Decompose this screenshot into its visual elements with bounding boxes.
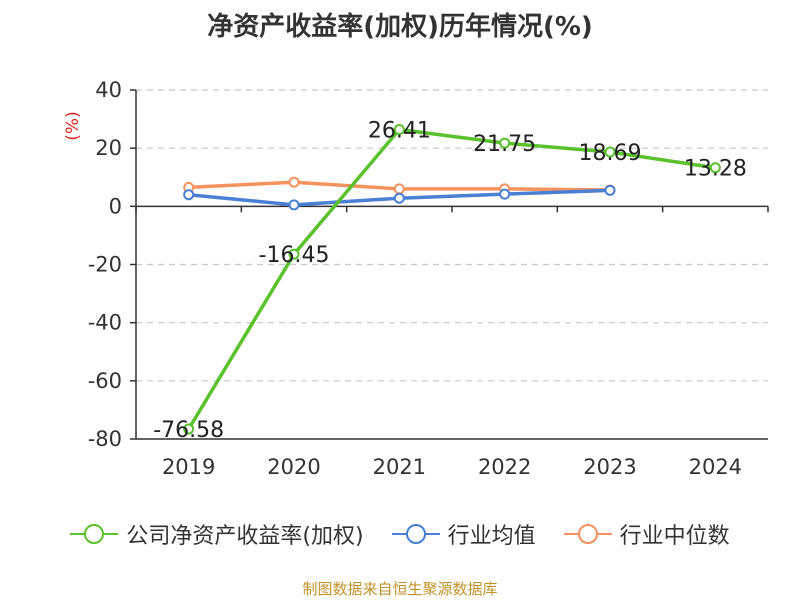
chart-legend: 公司净资产收益率(加权) 行业均值 行业中位数 <box>0 518 800 550</box>
data-point <box>183 423 195 435</box>
series-line <box>187 127 716 430</box>
data-label: 13.28 <box>684 157 747 182</box>
data-point <box>499 137 511 149</box>
data-label: 26.41 <box>368 119 431 144</box>
data-point <box>604 146 616 158</box>
y-tick-label: 20 <box>95 136 122 160</box>
data-point <box>183 189 195 201</box>
y-tick-label: -20 <box>88 253 122 277</box>
legend-label-industry-median: 行业中位数 <box>619 524 730 549</box>
legend-item-industry-median[interactable]: 行业中位数 <box>563 518 730 550</box>
x-tick-label: 2020 <box>267 455 320 479</box>
data-label: 18.69 <box>579 141 642 166</box>
legend-marker-industry-median <box>563 524 612 544</box>
legend-label-company-roe: 公司净资产收益率(加权) <box>126 524 364 549</box>
data-label: -76.58 <box>153 418 224 443</box>
legend-item-industry-mean[interactable]: 行业均值 <box>391 518 536 550</box>
legend-label-industry-mean: 行业均值 <box>447 524 536 549</box>
x-tick-label: 2024 <box>689 455 742 479</box>
data-point <box>709 162 721 174</box>
legend-marker-industry-mean <box>391 524 440 544</box>
data-point <box>604 184 616 196</box>
data-point <box>499 188 511 200</box>
data-point <box>393 124 405 136</box>
x-tick-label: 2019 <box>162 455 215 479</box>
data-label: 21.75 <box>473 132 536 157</box>
y-tick-label: 0 <box>109 194 122 218</box>
chart-title: 净资产收益率(加权)历年情况(%) <box>207 12 593 42</box>
legend-marker-company-roe <box>70 524 119 544</box>
data-label: -16.45 <box>259 243 330 268</box>
data-point <box>288 176 300 188</box>
data-source-note: 制图数据来自恒生聚源数据库 <box>302 580 498 598</box>
data-point <box>288 199 300 211</box>
y-tick-label: -40 <box>88 311 122 335</box>
data-point <box>393 183 405 195</box>
x-tick-label: 2022 <box>478 455 531 479</box>
y-tick-label: -80 <box>88 427 122 451</box>
data-point <box>288 248 300 260</box>
legend-item-company-roe[interactable]: 公司净资产收益率(加权) <box>70 518 364 550</box>
y-tick-label: 40 <box>95 78 122 102</box>
y-tick-label: -60 <box>88 369 122 393</box>
x-tick-label: 2023 <box>583 455 636 479</box>
y-axis-label: (%) <box>63 111 83 140</box>
data-point <box>393 192 405 204</box>
x-tick-label: 2021 <box>373 455 426 479</box>
